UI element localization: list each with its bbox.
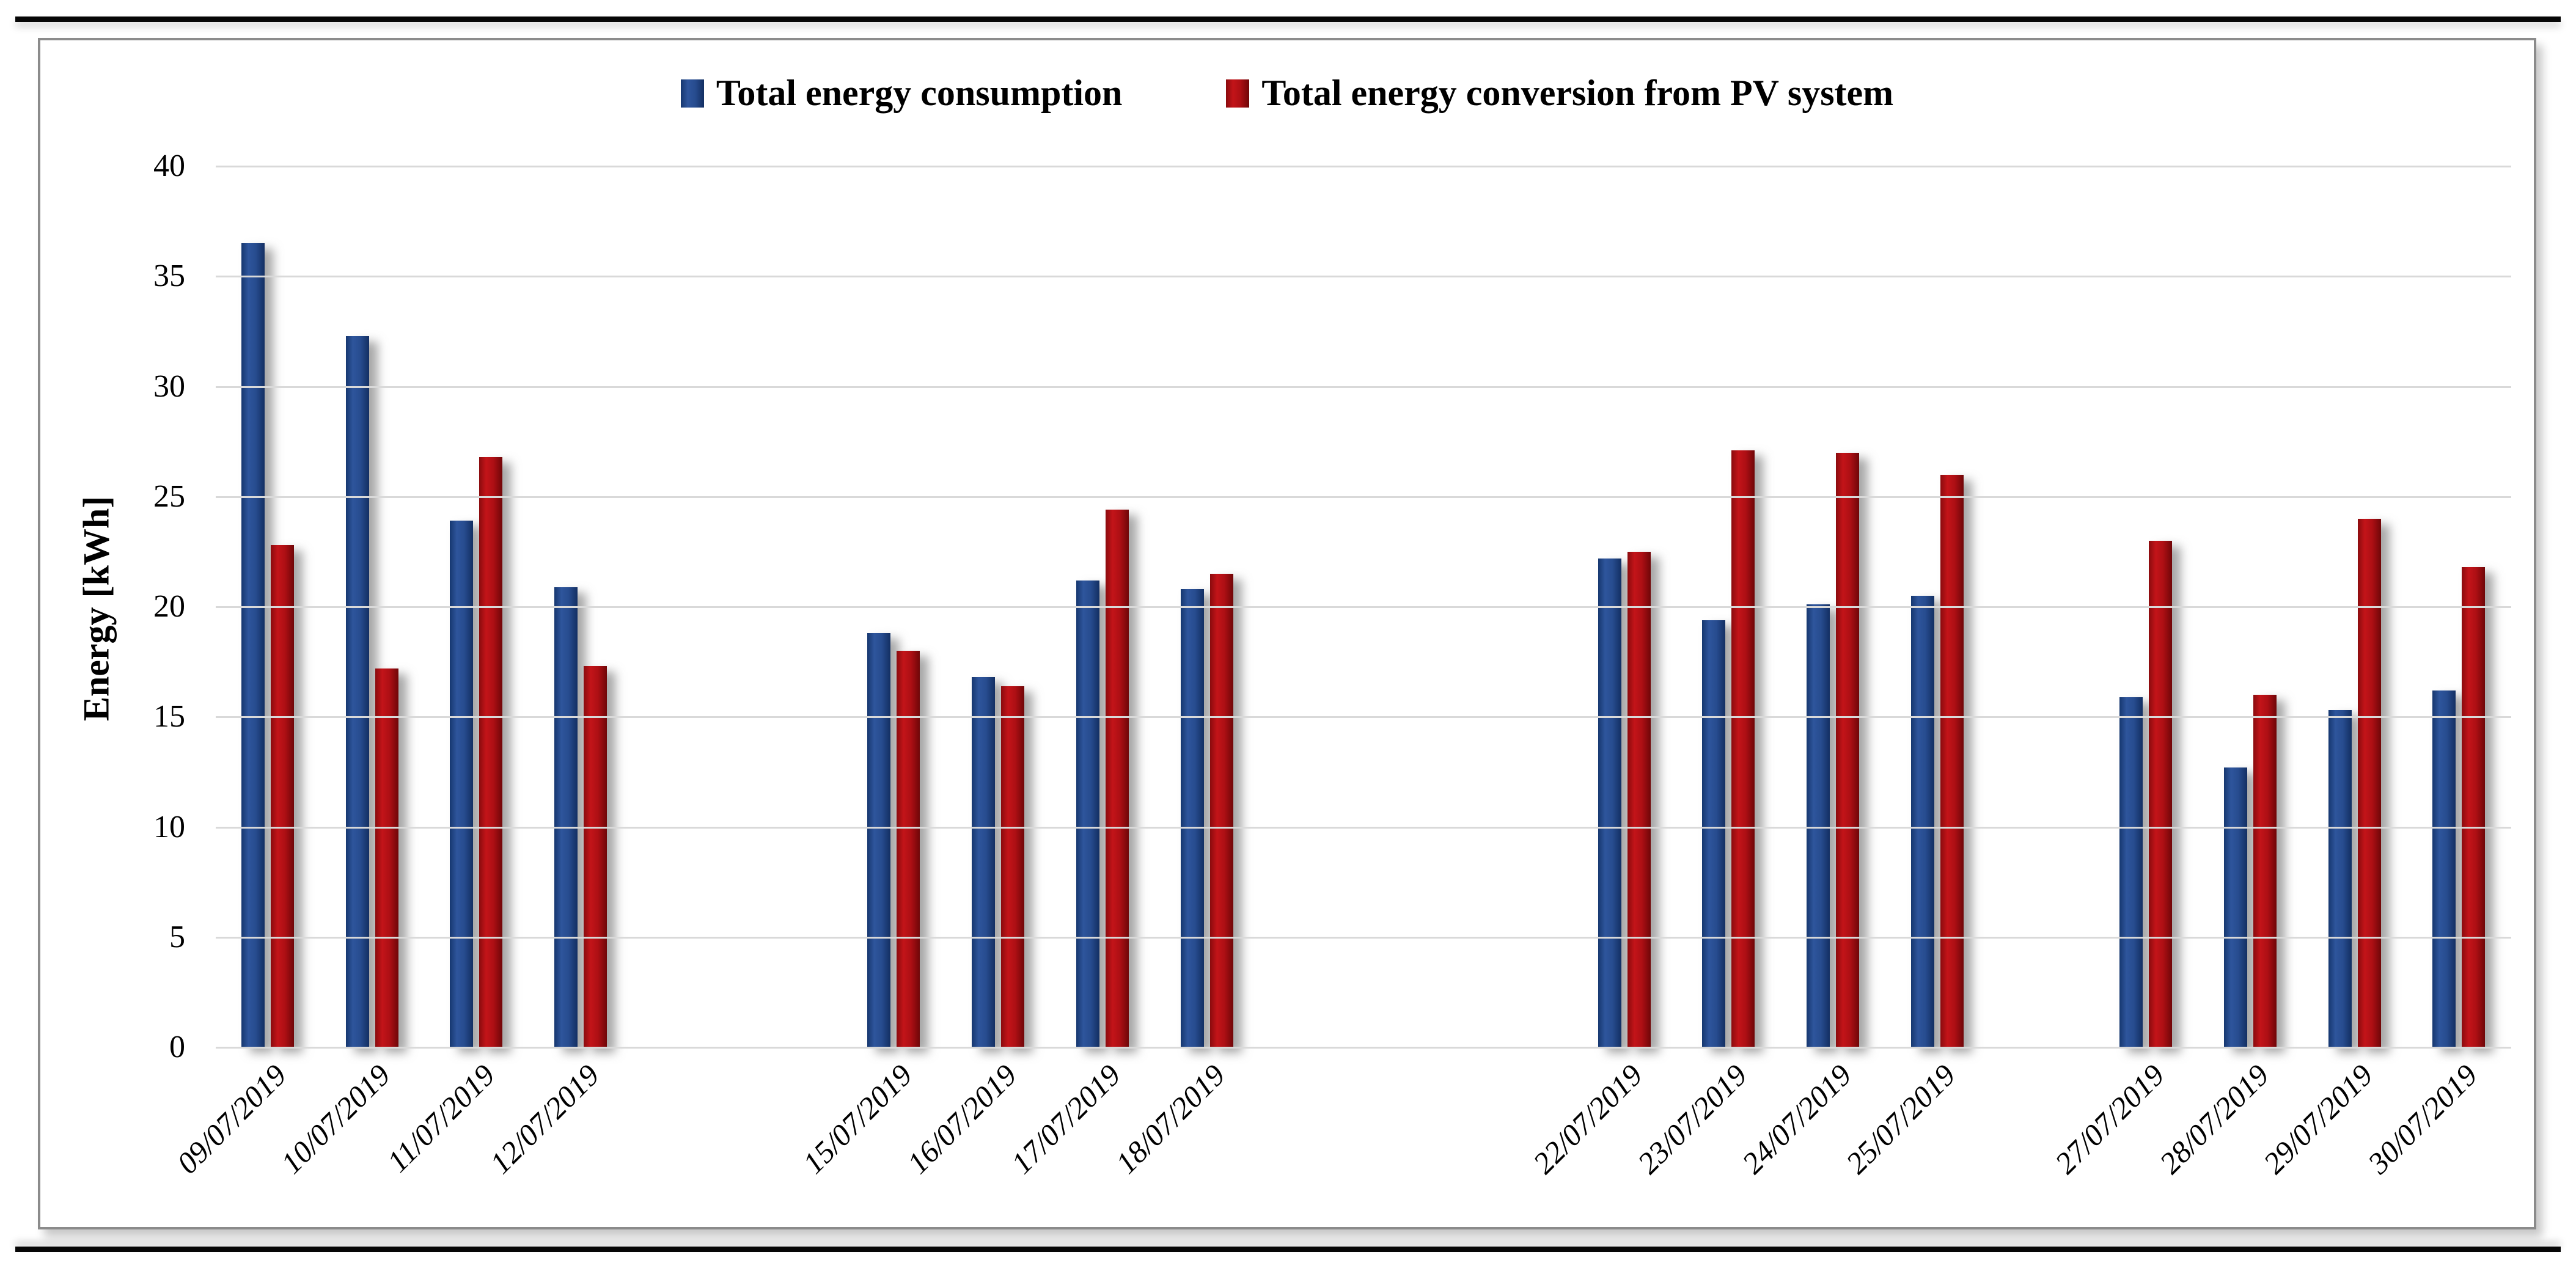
legend-item-consumption: Total energy consumption (680, 72, 1123, 114)
category-slot-17-07-2019: 17/07/2019 (1005, 166, 1155, 1180)
bar-pv (1940, 474, 1964, 1047)
bar-consumption (1702, 620, 1726, 1047)
y-tick-label-15: 15 (153, 699, 185, 734)
bar-pv (1105, 510, 1129, 1047)
bar-pv (897, 651, 920, 1047)
bar-consumption (1807, 604, 1830, 1047)
y-tick-label-40: 40 (153, 148, 185, 183)
legend-marker-consumption (680, 79, 704, 108)
gridline-35 (216, 276, 2511, 278)
bar-consumption (2119, 697, 2143, 1047)
y-tick-label-35: 35 (153, 258, 185, 294)
y-tick-label-5: 5 (169, 919, 185, 954)
x-axis-label: 15/07/2019 (796, 1057, 919, 1181)
category-slot-23-07-2019: 23/07/2019 (1631, 166, 1781, 1180)
bar-pv (2462, 567, 2486, 1047)
category-slot-09-07-2019: 09/07/2019 (170, 166, 320, 1180)
bar-consumption (972, 677, 996, 1047)
plot-area: 09/07/2019 10/07/2019 11/07/2019 12/07/2019… (153, 148, 2511, 1180)
gridline-30 (216, 386, 2511, 388)
x-axis-label: 28/07/2019 (2152, 1057, 2275, 1181)
category-slot-16-07-2019: 16/07/2019 (900, 166, 1051, 1180)
bar-consumption (1076, 580, 1099, 1047)
category-slot-30-07-2019: 30/07/2019 (2361, 166, 2511, 1180)
bar-pv (2357, 518, 2381, 1047)
y-tick-label-0: 0 (169, 1030, 185, 1064)
category-slot-27-07-2019: 27/07/2019 (2048, 166, 2198, 1180)
category-slot-22-07-2019: 22/07/2019 (1527, 166, 1677, 1180)
y-tick-label-25: 25 (153, 478, 185, 514)
bar-pv (271, 545, 294, 1047)
legend-label-pv: Total energy conversion from PV system (1261, 73, 1894, 113)
x-axis-label: 25/07/2019 (1839, 1057, 1962, 1181)
x-axis-label: 27/07/2019 (2048, 1057, 2171, 1181)
bar-pv (1836, 452, 1860, 1047)
gridline-15 (216, 716, 2511, 719)
bar-pv (1627, 551, 1651, 1047)
x-axis-label: 18/07/2019 (1109, 1057, 1232, 1181)
category-slot-12-07-2019: 12/07/2019 (483, 166, 633, 1180)
bar-consumption (1598, 558, 1621, 1047)
x-axis-label: 16/07/2019 (900, 1057, 1023, 1181)
category-slot-18-07-2019: 18/07/2019 (1109, 166, 1260, 1180)
x-axis-label: 11/07/2019 (380, 1057, 502, 1179)
category-slot-28-07-2019: 28/07/2019 (2152, 166, 2303, 1180)
category-slot-24-07-2019: 24/07/2019 (1735, 166, 1885, 1180)
x-axis-label: 24/07/2019 (1735, 1057, 1858, 1181)
bottom-border-rule (15, 1247, 2561, 1252)
gridline-5 (216, 936, 2511, 939)
x-axis-label: 09/07/2019 (170, 1057, 293, 1181)
category-slot-25-07-2019: 25/07/2019 (1840, 166, 1990, 1180)
bar-consumption (2328, 710, 2352, 1047)
bar-pv (375, 668, 398, 1047)
x-axis-label: 12/07/2019 (483, 1057, 606, 1181)
top-border-rule (15, 16, 2561, 22)
bar-pv (2149, 540, 2173, 1047)
category-slots: 09/07/2019 10/07/2019 11/07/2019 12/07/2019… (170, 166, 2511, 1180)
x-axis-label: 10/07/2019 (274, 1057, 397, 1181)
legend: Total energy consumption Total energy co… (40, 72, 2534, 114)
bar-consumption (1180, 589, 1204, 1047)
bar-pv (1731, 450, 1755, 1047)
legend-label-consumption: Total energy consumption (716, 73, 1123, 113)
bar-pv (479, 456, 503, 1047)
x-axis-label: 29/07/2019 (2256, 1057, 2380, 1181)
y-tick-label-20: 20 (153, 589, 185, 624)
gridline-0 (216, 1047, 2511, 1049)
bar-pv (1001, 686, 1025, 1047)
bar-consumption (2223, 767, 2247, 1047)
gridline-20 (216, 606, 2511, 608)
category-slot-10-07-2019: 10/07/2019 (274, 166, 425, 1180)
gridline-25 (216, 496, 2511, 498)
bar-pv (584, 666, 607, 1047)
x-axis-label: 23/07/2019 (1631, 1057, 1753, 1181)
gridline-40 (216, 166, 2511, 167)
bar-consumption (554, 587, 578, 1047)
bar-consumption (1910, 595, 1934, 1047)
bar-consumption (345, 335, 369, 1047)
legend-marker-pv (1226, 79, 1250, 108)
y-tick-label-10: 10 (153, 809, 185, 844)
bar-pv (2253, 695, 2277, 1047)
x-axis-label: 17/07/2019 (1004, 1057, 1128, 1181)
category-slot-11-07-2019: 11/07/2019 (380, 166, 529, 1179)
bar-consumption (241, 243, 265, 1047)
gridline-10 (216, 826, 2511, 829)
bar-consumption (867, 633, 891, 1047)
y-tick-label-30: 30 (153, 368, 185, 404)
bar-consumption (450, 521, 474, 1047)
chart-frame: Total energy consumption Total energy co… (38, 38, 2536, 1229)
legend-item-pv: Total energy conversion from PV system (1226, 72, 1893, 114)
bar-consumption (2432, 690, 2456, 1047)
bar-pv (1209, 573, 1233, 1047)
x-axis-label: 30/07/2019 (2361, 1057, 2484, 1181)
x-axis-label: 22/07/2019 (1526, 1057, 1649, 1181)
